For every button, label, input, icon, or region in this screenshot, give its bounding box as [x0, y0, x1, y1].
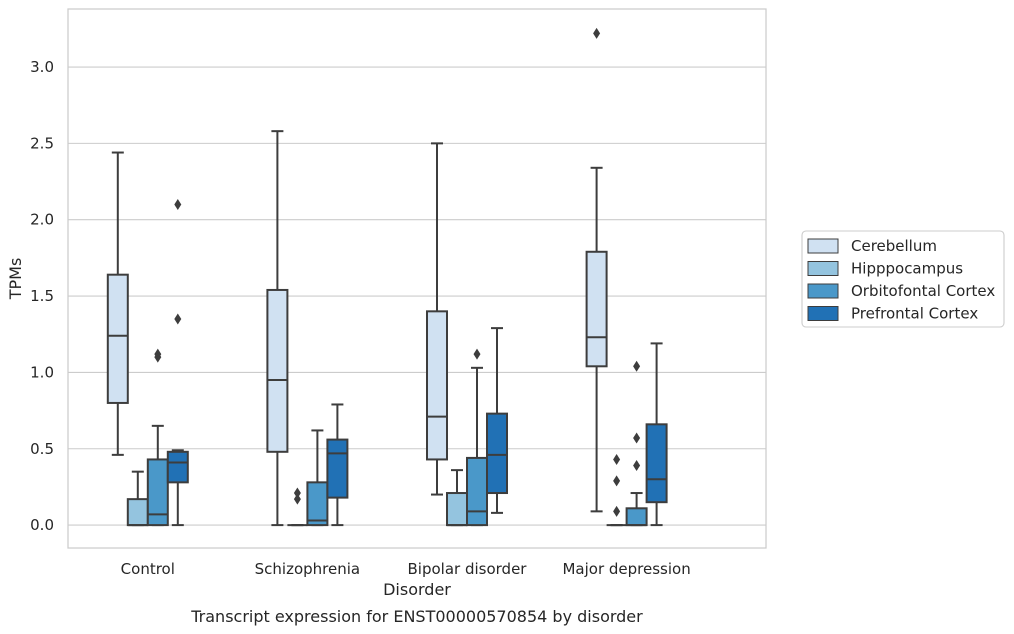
box-major-depression-cerebellum — [585, 27, 608, 513]
x-tick-labels: Control Schizophrenia Bipolar disorder Majo… — [121, 560, 691, 578]
box-control-cerebellum — [106, 151, 129, 456]
box-bipolar-disorder-orbitofontal-cortex — [466, 348, 488, 527]
grid-lines — [68, 66, 766, 526]
outlier-point — [613, 505, 621, 517]
outlier-point — [293, 493, 301, 505]
box-control-orbitofontal-cortex — [146, 348, 169, 527]
box-schizophrenia-prefrontal-cortex — [326, 403, 349, 527]
outlier-point — [593, 27, 601, 39]
box-iqr — [585, 250, 608, 368]
legend-swatch — [807, 261, 839, 276]
outlier-point — [174, 198, 182, 210]
outlier-point — [174, 313, 182, 325]
y-tick-label: 1.0 — [30, 363, 54, 381]
box-major-depression-hipppocampus — [606, 453, 627, 527]
box-iqr — [306, 481, 329, 527]
outlier-point — [154, 348, 162, 360]
box-control-hipppocampus — [126, 470, 149, 527]
box-iqr — [426, 310, 448, 461]
x-tick-label: Bipolar disorder — [408, 560, 528, 578]
y-tick-label: 2.0 — [30, 211, 54, 229]
outlier-point — [473, 348, 481, 360]
box-iqr — [146, 458, 169, 527]
box-major-depression-orbitofontal-cortex — [625, 360, 648, 527]
outlier-point — [613, 475, 621, 487]
outlier-point — [633, 360, 641, 372]
y-tick-label: 0.5 — [30, 440, 54, 458]
outlier-point — [633, 460, 641, 472]
box-iqr — [166, 450, 189, 484]
box-iqr — [266, 288, 289, 453]
box-iqr — [326, 438, 349, 499]
legend-entry-label: Cerebellum — [851, 237, 937, 255]
y-tick-label: 2.5 — [30, 134, 54, 152]
y-tick-labels: 0.0 0.5 1.0 1.5 2.0 2.5 3.0 — [30, 58, 54, 534]
y-tick-label: 3.0 — [30, 58, 54, 76]
box-bipolar-disorder-cerebellum — [426, 142, 448, 496]
x-axis-label: Disorder — [383, 580, 451, 599]
box-bipolar-disorder-hipppocampus — [446, 469, 468, 527]
x-tick-label: Control — [121, 560, 175, 578]
box-schizophrenia-cerebellum — [266, 130, 289, 527]
legend-swatch — [807, 238, 839, 254]
y-tick-label: 0.0 — [30, 516, 54, 534]
legend-swatch — [807, 283, 839, 299]
y-tick-label: 1.5 — [30, 287, 54, 305]
outlier-point — [293, 487, 301, 499]
box-iqr — [645, 423, 668, 504]
outlier-point — [633, 432, 641, 444]
x-tick-label: Major depression — [562, 560, 690, 578]
y-axis-label: TPMs — [6, 258, 25, 301]
box-iqr — [446, 492, 468, 527]
legend-frame — [801, 230, 1005, 328]
box-bipolar-disorder-prefrontal-cortex — [486, 327, 508, 514]
legend-swatch — [807, 306, 839, 321]
legend-entry-label: Orbitofontal Cortex — [851, 282, 995, 300]
plot-area-frame — [67, 8, 767, 549]
box-control-prefrontal-cortex — [166, 198, 189, 527]
box-iqr — [106, 273, 129, 404]
box-schizophrenia-orbitofontal-cortex — [306, 429, 329, 527]
box-iqr — [126, 498, 149, 527]
box-iqr — [486, 412, 508, 495]
box-plots — [106, 27, 668, 527]
legend-entry-label: Prefrontal Cortex — [851, 305, 978, 323]
x-tick-label: Schizophrenia — [255, 560, 360, 578]
box-major-depression-prefrontal-cortex — [645, 342, 668, 527]
box-iqr — [625, 507, 648, 527]
chart-caption: Transcript expression for ENST0000057085… — [190, 607, 643, 626]
box-schizophrenia-hipppocampus — [287, 487, 308, 527]
legend-entry-label: Hipppocampus — [851, 260, 963, 278]
box-iqr — [466, 456, 488, 527]
outlier-point — [613, 453, 621, 465]
legend: Cerebellum Hipppocampus Orbitofontal Corte… — [801, 230, 1005, 328]
